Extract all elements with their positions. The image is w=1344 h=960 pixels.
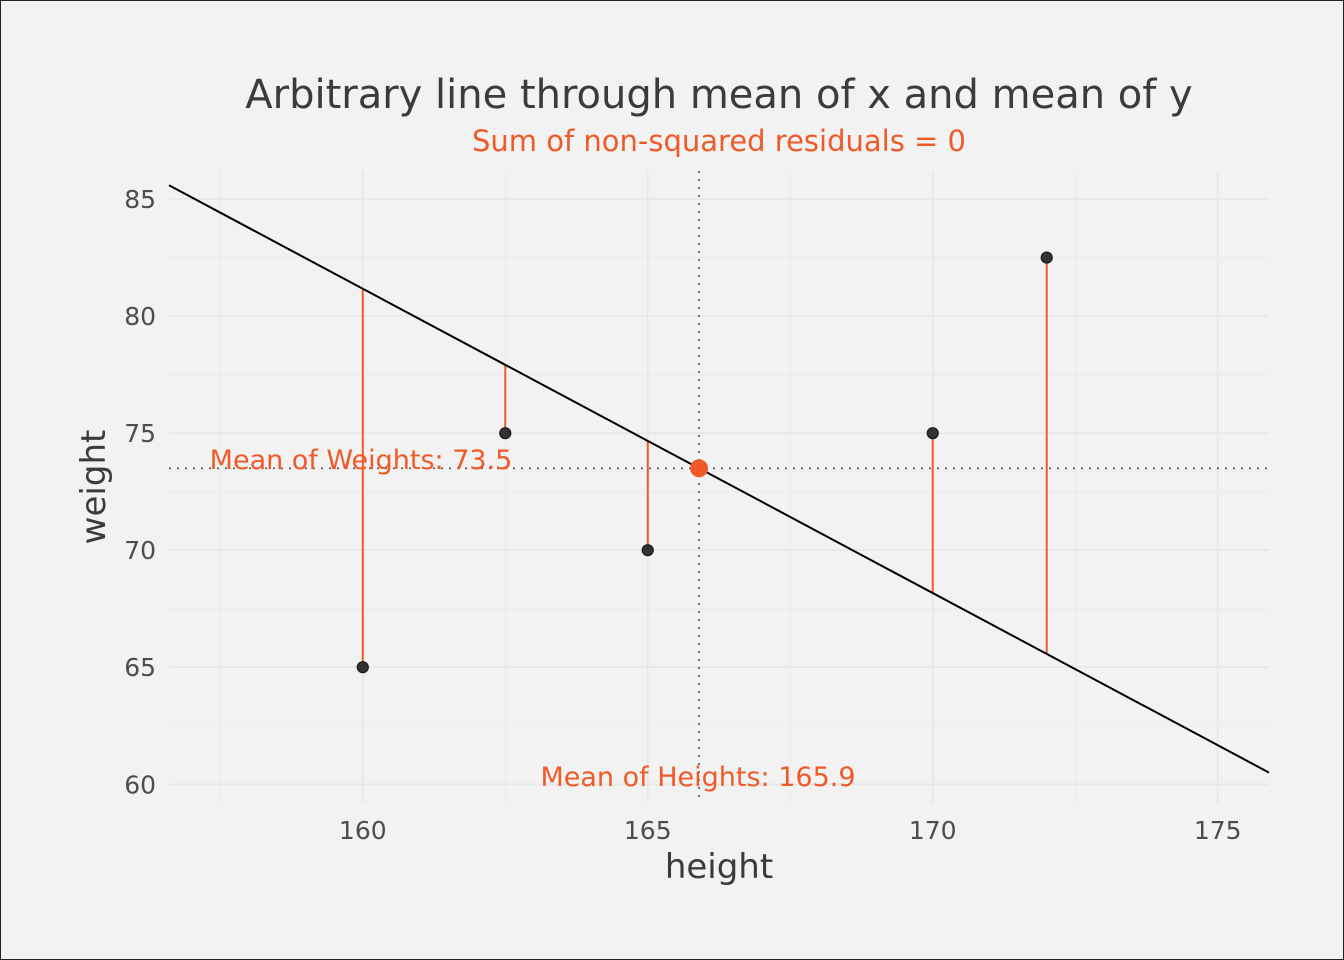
y-tick-label: 80 — [124, 302, 156, 331]
mean-point — [690, 459, 709, 478]
y-tick-label: 60 — [124, 770, 156, 799]
tick-labels: 160 165 170 175 60 65 70 75 80 85 — [124, 185, 1241, 845]
mean-weight-label: Mean of Weights: 73.5 — [210, 445, 513, 476]
mean-height-label: Mean of Heights: 165.9 — [540, 762, 855, 793]
y-tick-label: 70 — [124, 536, 156, 565]
x-tick-label: 160 — [339, 816, 387, 845]
x-axis-title: height — [665, 847, 773, 887]
data-point — [641, 544, 654, 557]
data-point — [1040, 251, 1053, 264]
chart-subtitle: Sum of non-squared residuals = 0 — [472, 124, 966, 158]
data-points — [356, 251, 1053, 674]
residual-segments — [361, 257, 1048, 668]
fit-line-group — [168, 184, 1270, 774]
data-point — [356, 661, 369, 674]
y-tick-label: 65 — [124, 653, 156, 682]
x-tick-label: 170 — [909, 816, 957, 845]
fit-line — [168, 184, 1270, 774]
chart-title: Arbitrary line through mean of x and mea… — [245, 72, 1192, 118]
data-point — [926, 427, 939, 440]
data-point — [499, 427, 512, 440]
grid — [169, 171, 1269, 803]
x-tick-label: 165 — [624, 816, 672, 845]
mean-reference-lines — [169, 171, 1269, 803]
y-tick-label: 75 — [124, 419, 156, 448]
y-tick-label: 85 — [124, 185, 156, 214]
x-tick-label: 175 — [1194, 816, 1242, 845]
y-axis-title: weight — [74, 430, 114, 545]
